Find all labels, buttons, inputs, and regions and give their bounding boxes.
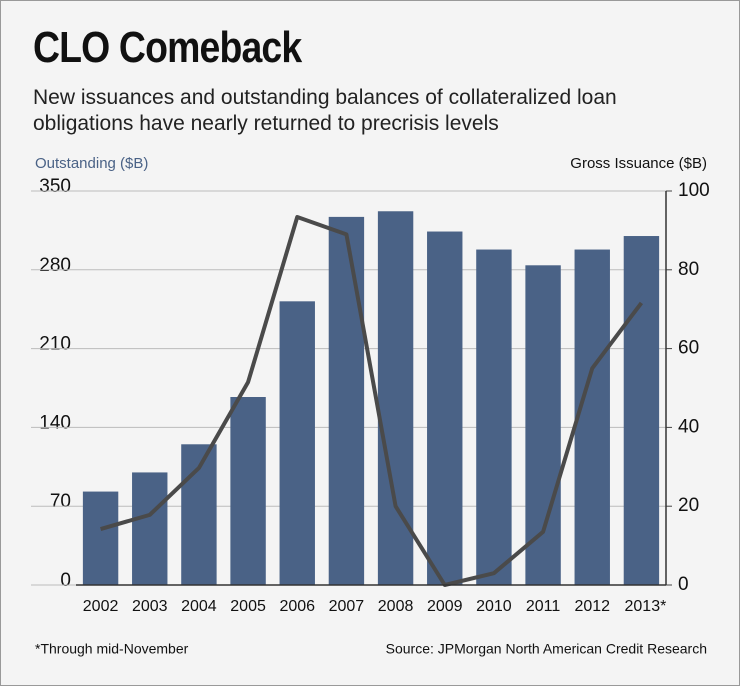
x-tick-label: 2003 xyxy=(132,598,168,615)
bar xyxy=(279,301,315,585)
y2-axis-label: Gross Issuance ($B) xyxy=(570,155,707,172)
chart-subtitle: New issuances and outstanding balances o… xyxy=(33,86,617,135)
bar xyxy=(623,236,660,585)
source: Source: JPMorgan North American Credit R… xyxy=(386,641,707,657)
x-tick-label: 2006 xyxy=(279,598,315,615)
x-tick-label: 2007 xyxy=(329,598,365,615)
x-tick-label: 2005 xyxy=(230,598,266,615)
bar xyxy=(574,249,610,585)
y-tick-label: 210 xyxy=(39,334,71,355)
x-tick-label: 2011 xyxy=(526,598,561,615)
y-tick-label: 280 xyxy=(39,255,71,276)
footnote: *Through mid-November xyxy=(35,641,189,657)
y-tick-label: 140 xyxy=(39,412,71,433)
line xyxy=(100,215,644,587)
x-tick-label: 2012 xyxy=(574,598,610,615)
bar xyxy=(427,231,463,586)
bar xyxy=(230,397,266,585)
y2-tick-label: 40 xyxy=(678,416,699,437)
bar xyxy=(476,249,512,585)
x-tick-label: 2008 xyxy=(378,598,414,615)
bar xyxy=(525,265,561,585)
y2-tick-label: 80 xyxy=(678,259,699,280)
bar xyxy=(132,472,168,585)
y2-tick-label: 60 xyxy=(678,338,699,359)
y-tick-label: 350 xyxy=(39,176,71,197)
bar xyxy=(82,491,119,585)
x-tick-label: 2004 xyxy=(181,598,217,615)
y-axis-label: Outstanding ($B) xyxy=(35,155,148,172)
x-tick-label: 2010 xyxy=(476,598,512,615)
y2-tick-label: 100 xyxy=(678,180,710,201)
chart-title: CLO Comeback xyxy=(33,23,302,72)
x-tick-label: 2009 xyxy=(427,598,463,615)
y2-tick-label: 20 xyxy=(678,495,699,516)
y-tick-label: 0 xyxy=(60,570,71,591)
bar xyxy=(328,216,365,586)
x-tick-label: 2013* xyxy=(625,598,667,615)
x-tick-label: 2002 xyxy=(83,598,119,615)
y-tick-label: 70 xyxy=(50,491,71,512)
y2-tick-label: 0 xyxy=(678,574,689,595)
